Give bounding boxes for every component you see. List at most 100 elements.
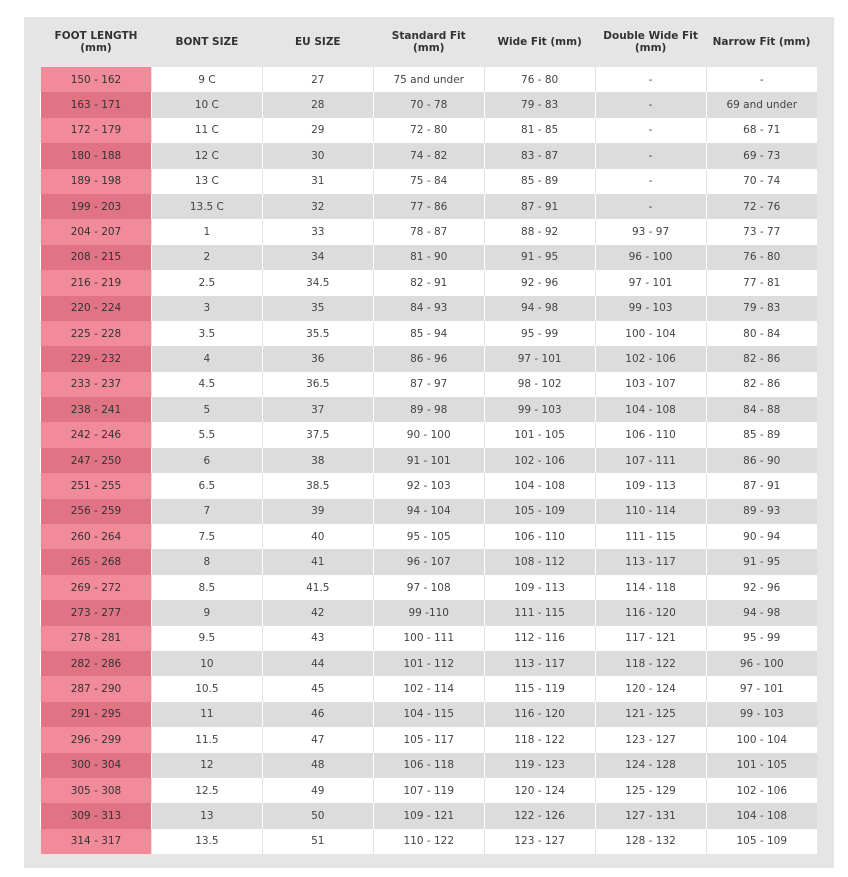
table-cell: 119 - 123: [483, 752, 596, 778]
table-cell: 34: [261, 244, 374, 271]
table-cell: 37.5: [261, 422, 374, 448]
table-cell: 99 -110: [372, 600, 485, 626]
table-cell: 85 - 94: [372, 320, 485, 347]
table-row: 242 - 246 5.5 37.5 90 - 100 101 - 105 106 - 1…: [40, 422, 817, 448]
table-cell: 13.5 C: [150, 193, 263, 220]
foot-length-cell: 296 - 299: [40, 727, 152, 753]
table-cell: 9: [150, 600, 263, 626]
table-cell: 41: [261, 549, 374, 575]
foot-length-cell: 273 - 277: [40, 600, 152, 626]
table-cell: 48: [261, 752, 374, 778]
table-cell: 123 - 127: [594, 727, 707, 753]
table-cell: -: [594, 193, 707, 220]
table-cell: 107 - 111: [594, 447, 707, 474]
table-row: 278 - 281 9.5 43 100 - 111 112 - 116 117 - 12…: [40, 625, 817, 651]
column-header: EU SIZE: [295, 36, 341, 48]
table-cell: 46: [261, 701, 374, 728]
table-row: 229 - 232 4 36 86 - 96 97 - 101 102 - 106 82 -…: [40, 346, 817, 372]
table-cell: 13: [150, 803, 263, 829]
table-cell: 10: [150, 650, 263, 677]
table-cell: 50: [261, 803, 374, 829]
foot-length-cell: 150 - 162: [40, 67, 152, 93]
column-header: FOOT LENGTH (mm): [54, 30, 138, 54]
table-cell: 70 - 74: [705, 168, 817, 194]
table-cell: 2: [150, 244, 263, 271]
table-row: 305 - 308 12.5 49 107 - 119 120 - 124 125 - 1…: [40, 777, 817, 804]
table-cell: 11 C: [150, 117, 263, 144]
foot-length-cell: 220 - 224: [40, 295, 152, 321]
table-cell: 35: [261, 295, 374, 321]
table-cell: 92 - 96: [483, 270, 596, 296]
table-cell: 99 - 103: [705, 701, 817, 728]
table-cell: 98 - 102: [483, 371, 596, 398]
table-cell: -: [594, 67, 707, 93]
foot-length-cell: 242 - 246: [40, 422, 152, 448]
table-cell: 106 - 110: [594, 422, 707, 448]
table-cell: 37: [261, 397, 374, 423]
foot-length-cell: 204 - 207: [40, 219, 152, 245]
table-cell: 77 - 86: [372, 193, 485, 220]
table-cell: 105 - 117: [372, 727, 485, 753]
table-cell: 82 - 91: [372, 270, 485, 296]
table-cell: 101 - 112: [372, 650, 485, 677]
table-cell: 82 - 86: [705, 346, 817, 372]
table-cell: 86 - 96: [372, 346, 485, 372]
table-cell: 3: [150, 295, 263, 321]
table-cell: -: [705, 67, 817, 93]
table-cell: 104 - 108: [594, 397, 707, 423]
header-row: FOOT LENGTH (mm) BONT SIZE EU SIZE Standard…: [41, 17, 818, 67]
table-row: 282 - 286 10 44 101 - 112 113 - 117 118 - 122…: [40, 650, 817, 677]
table-cell: 99 - 103: [483, 397, 596, 423]
table-cell: 110 - 114: [594, 498, 707, 525]
table-header: FOOT LENGTH (mm) BONT SIZE EU SIZE Standard…: [41, 17, 818, 67]
table-cell: 94 - 104: [372, 498, 485, 525]
table-cell: 110 - 122: [372, 828, 485, 855]
table-cell: 34.5: [261, 270, 374, 296]
table-cell: 105 - 109: [483, 498, 596, 525]
foot-length-cell: 291 - 295: [40, 701, 152, 728]
table-cell: 94 - 98: [483, 295, 596, 321]
size-table: FOOT LENGTH (mm) BONT SIZE EU SIZE Standard…: [40, 17, 818, 855]
table-cell: 7.5: [150, 524, 263, 550]
table-cell: 78 - 87: [372, 219, 485, 245]
table-cell: 90 - 94: [705, 524, 817, 550]
table-cell: 9 C: [150, 67, 263, 93]
table-cell: 42: [261, 600, 374, 626]
table-cell: 127 - 131: [594, 803, 707, 829]
table-row: 256 - 259 7 39 94 - 104 105 - 109 110 - 114 89…: [40, 498, 817, 525]
table-cell: 81 - 85: [483, 117, 596, 144]
table-cell: 91 - 95: [483, 244, 596, 271]
table-cell: 10 C: [150, 92, 263, 118]
table-cell: 109 - 113: [483, 574, 596, 601]
table-cell: 35.5: [261, 320, 374, 347]
table-cell: 72 - 76: [705, 193, 817, 220]
table-cell: 120 - 124: [594, 676, 707, 702]
table-row: 233 - 237 4.5 36.5 87 - 97 98 - 102 103 - 107…: [40, 371, 817, 398]
table-cell: 5.5: [150, 422, 263, 448]
table-cell: 4.5: [150, 371, 263, 398]
foot-length-cell: 172 - 179: [40, 117, 152, 144]
table-cell: 111 - 115: [594, 524, 707, 550]
table-cell: 86 - 90: [705, 447, 817, 474]
table-cell: 101 - 105: [705, 752, 817, 778]
table-cell: 89 - 93: [705, 498, 817, 525]
table-cell: 73 - 77: [705, 219, 817, 245]
table-cell: 97 - 108: [372, 574, 485, 601]
column-header: Standard Fit (mm): [391, 30, 466, 54]
table-cell: 95 - 99: [705, 625, 817, 651]
table-cell: 38.5: [261, 473, 374, 499]
table-row: 172 - 179 11 C 29 72 - 80 81 - 85-68 - 71: [40, 117, 817, 144]
table-cell: 79 - 83: [705, 295, 817, 321]
table-cell: 92 - 96: [705, 574, 817, 601]
table-cell: 70 - 78: [372, 92, 485, 118]
table-cell: 12.5: [150, 777, 263, 804]
table-row: 296 - 299 11.5 47 105 - 117 118 - 122 123 - 1…: [40, 727, 817, 753]
table-row: 180 - 188 12 C 30 74 - 82 83 - 87-69 - 73: [40, 143, 817, 169]
table-cell: 75 and under: [372, 67, 485, 93]
table-cell: 97 - 101: [594, 270, 707, 296]
table-cell: 93 - 97: [594, 219, 707, 245]
table-cell: 128 - 132: [594, 828, 707, 855]
table-cell: 13 C: [150, 168, 263, 194]
foot-length-cell: 233 - 237: [40, 371, 152, 398]
table-cell: 120 - 124: [483, 777, 596, 804]
